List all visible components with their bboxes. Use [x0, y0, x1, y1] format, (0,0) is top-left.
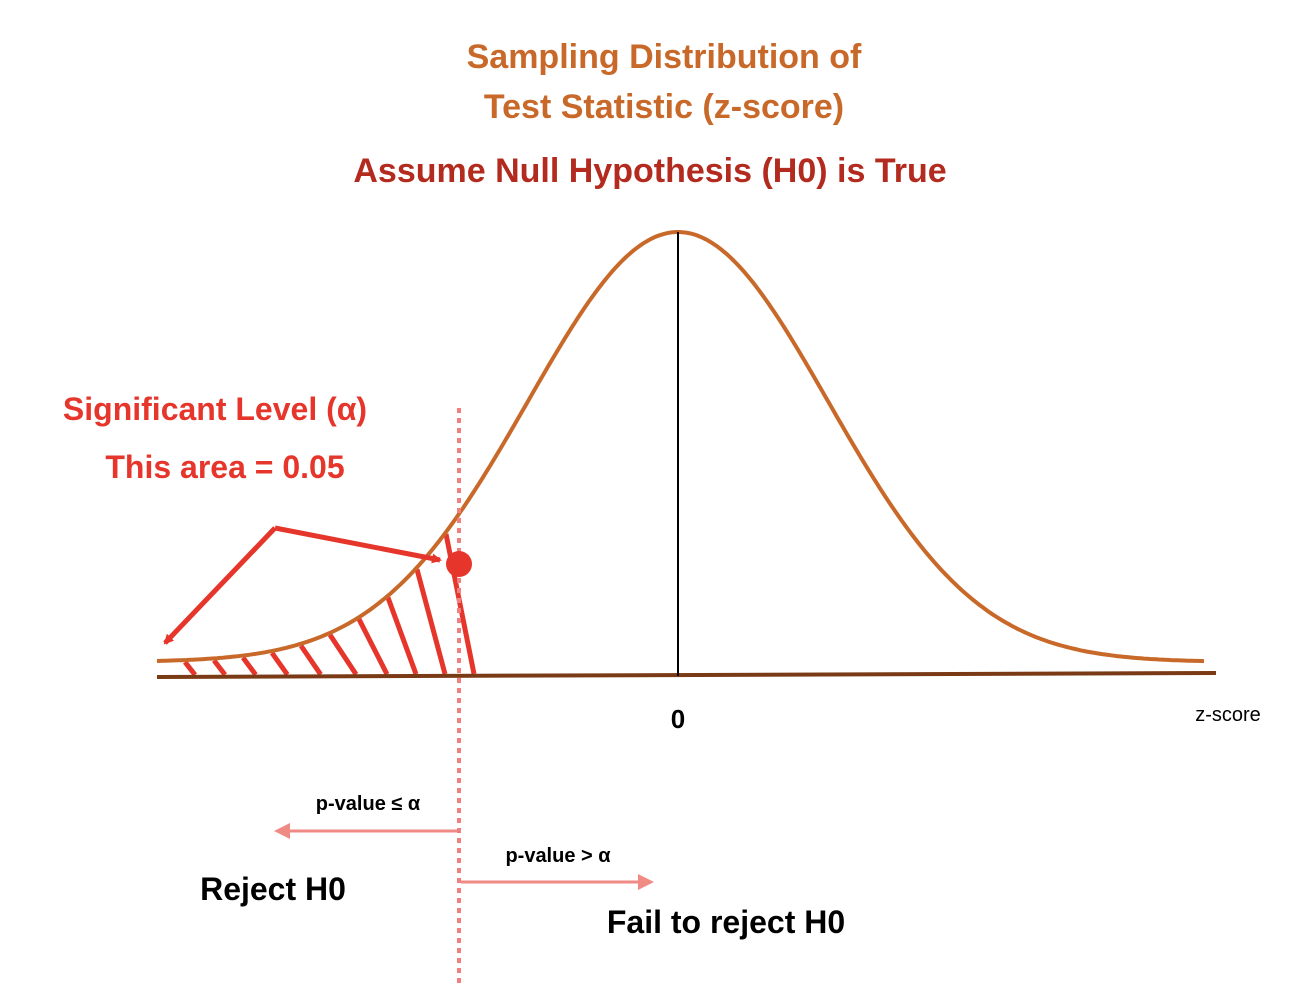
zero-tick-label: 0: [671, 704, 685, 734]
area-label: This area = 0.05: [105, 449, 344, 485]
title-line2: Test Statistic (z-score): [484, 88, 844, 126]
title-line1: Sampling Distribution of: [467, 38, 862, 76]
hatch-line: [327, 633, 359, 676]
right-arrow-head: [638, 874, 654, 890]
pointer-arrow-left: [163, 526, 277, 645]
right-condition-label: p-value > α: [505, 845, 611, 867]
subtitle: Assume Null Hypothesis (H0) is True: [353, 152, 946, 190]
left-arrow-head: [274, 823, 290, 839]
hatch-line: [269, 651, 290, 677]
fail-reject-label: Fail to reject H0: [607, 904, 845, 940]
pointer-arrow-right: [274, 525, 442, 564]
hatch-line: [356, 618, 390, 676]
normal-curve: [156, 230, 1205, 664]
rejection-region-hatch: [183, 533, 477, 677]
hatch-line: [414, 568, 448, 675]
hatch-line: [298, 644, 323, 676]
x-axis-line: [156, 671, 1217, 679]
hatch-line: [212, 658, 228, 677]
alpha-label: Significant Level (α): [63, 391, 367, 427]
hatch-line: [183, 660, 198, 677]
reject-label: Reject H0: [200, 871, 346, 907]
left-condition-label: p-value ≤ α: [316, 793, 421, 815]
critical-point: [446, 551, 472, 577]
hatch-line: [385, 596, 419, 675]
hatch-line: [240, 656, 258, 677]
axis-label: z-score: [1195, 704, 1261, 726]
